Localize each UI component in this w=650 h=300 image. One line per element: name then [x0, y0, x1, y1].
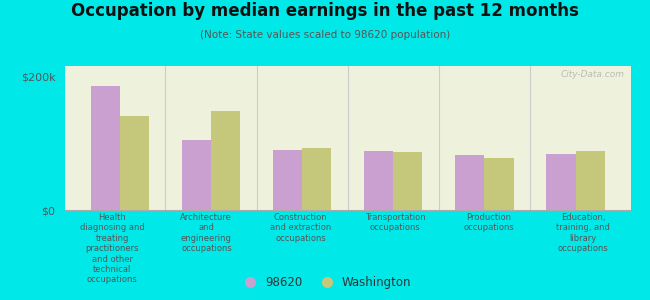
Text: Architecture
and
engineering
occupations: Architecture and engineering occupations: [181, 213, 232, 253]
Text: Construction
and extraction
occupations: Construction and extraction occupations: [270, 213, 332, 243]
Bar: [182, 140, 211, 210]
Text: Education,
training, and
library
occupations: Education, training, and library occupat…: [556, 213, 610, 253]
Bar: [91, 86, 120, 210]
Bar: [273, 150, 302, 210]
Bar: [576, 151, 604, 210]
Legend: 98620, Washington: 98620, Washington: [234, 272, 416, 294]
Bar: [364, 151, 393, 210]
Bar: [393, 152, 422, 210]
Text: Production
occupations: Production occupations: [463, 213, 515, 233]
Bar: [302, 148, 332, 210]
Bar: [484, 158, 514, 210]
Bar: [455, 155, 484, 210]
Bar: [211, 111, 240, 210]
Text: City-Data.com: City-Data.com: [561, 70, 625, 79]
Text: (Note: State values scaled to 98620 population): (Note: State values scaled to 98620 popu…: [200, 30, 450, 40]
Bar: [120, 116, 149, 210]
Text: Transportation
occupations: Transportation occupations: [365, 213, 425, 233]
Text: Health
diagnosing and
treating
practitioners
and other
technical
occupations: Health diagnosing and treating practitio…: [80, 213, 144, 284]
Bar: [547, 154, 576, 210]
Text: Occupation by median earnings in the past 12 months: Occupation by median earnings in the pas…: [71, 2, 579, 20]
